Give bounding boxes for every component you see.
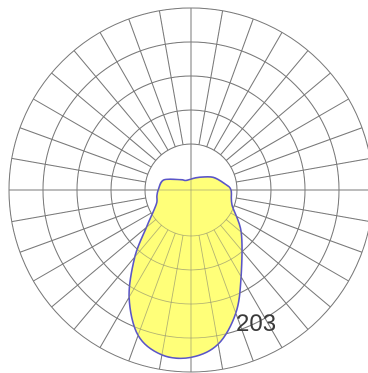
grid-ring-overlay xyxy=(8,7,368,373)
grid-spoke-overlay xyxy=(236,158,368,183)
grid-ring-overlay xyxy=(144,143,238,237)
max-value-label: 203 xyxy=(236,310,276,337)
grid-spoke-overlay xyxy=(236,197,368,222)
grid-ring-overlay xyxy=(110,109,272,271)
intensity-lobe xyxy=(128,175,243,360)
grid-ring-overlay xyxy=(42,41,340,339)
grid-ring-overlay xyxy=(76,75,306,305)
grid-overlay xyxy=(8,7,368,373)
